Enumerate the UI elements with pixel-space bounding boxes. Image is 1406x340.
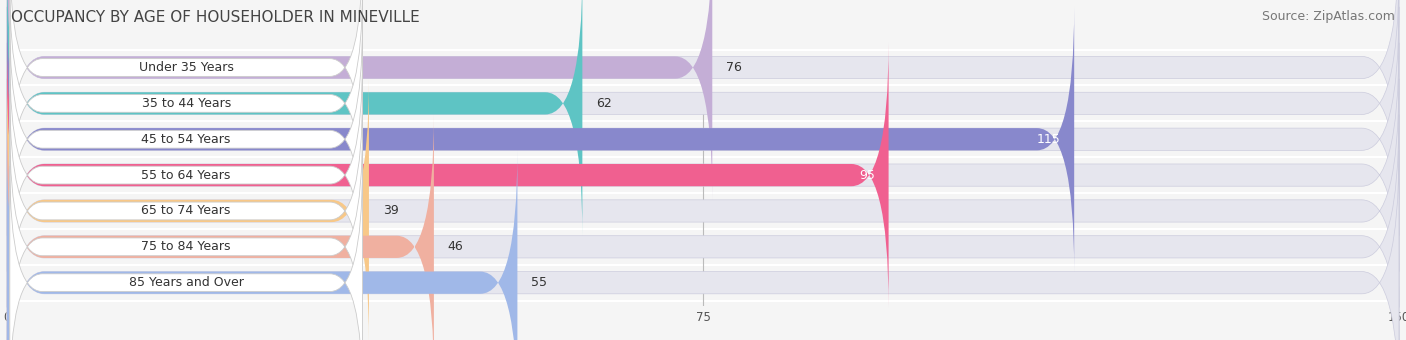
FancyBboxPatch shape [7,150,1399,340]
Text: 45 to 54 Years: 45 to 54 Years [142,133,231,146]
Text: Under 35 Years: Under 35 Years [139,61,233,74]
FancyBboxPatch shape [10,130,363,340]
FancyBboxPatch shape [10,166,363,340]
Text: 46: 46 [447,240,464,253]
Text: OCCUPANCY BY AGE OF HOUSEHOLDER IN MINEVILLE: OCCUPANCY BY AGE OF HOUSEHOLDER IN MINEV… [11,10,420,25]
FancyBboxPatch shape [7,0,1399,200]
Text: 75 to 84 Years: 75 to 84 Years [142,240,231,253]
FancyBboxPatch shape [7,43,1399,307]
FancyBboxPatch shape [7,115,1399,340]
FancyBboxPatch shape [7,0,1399,236]
FancyBboxPatch shape [10,0,363,220]
FancyBboxPatch shape [7,0,582,236]
FancyBboxPatch shape [10,23,363,256]
Text: 55 to 64 Years: 55 to 64 Years [142,169,231,182]
FancyBboxPatch shape [7,7,1074,272]
FancyBboxPatch shape [7,79,1399,340]
FancyBboxPatch shape [7,150,517,340]
FancyBboxPatch shape [10,58,363,292]
Text: 35 to 44 Years: 35 to 44 Years [142,97,231,110]
FancyBboxPatch shape [7,0,713,200]
FancyBboxPatch shape [10,94,363,327]
FancyBboxPatch shape [7,7,1399,272]
Text: 76: 76 [725,61,742,74]
Text: 115: 115 [1036,133,1060,146]
Text: 95: 95 [859,169,875,182]
FancyBboxPatch shape [7,43,889,307]
Text: 65 to 74 Years: 65 to 74 Years [142,204,231,218]
FancyBboxPatch shape [7,115,434,340]
Text: 85 Years and Over: 85 Years and Over [129,276,243,289]
Text: 39: 39 [382,204,399,218]
Text: Source: ZipAtlas.com: Source: ZipAtlas.com [1261,10,1395,23]
Text: 62: 62 [596,97,612,110]
FancyBboxPatch shape [7,79,368,340]
FancyBboxPatch shape [10,0,363,184]
Text: 55: 55 [531,276,547,289]
